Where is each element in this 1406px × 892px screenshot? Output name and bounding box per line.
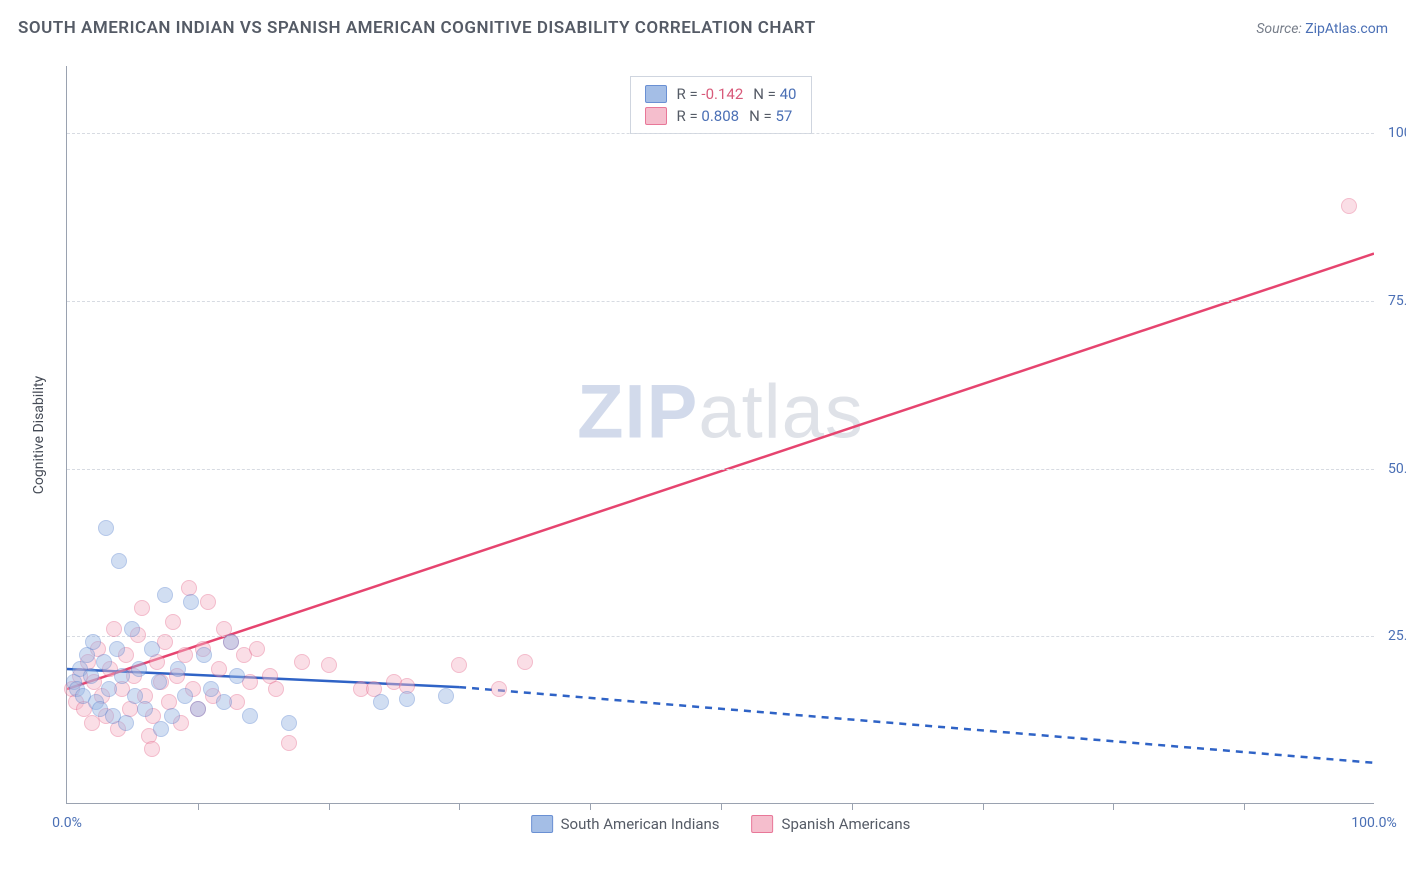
y-tick-label: 75.0% xyxy=(1388,293,1406,309)
scatter-point-pink xyxy=(200,594,216,610)
legend-bottom: South American Indians Spanish Americans xyxy=(531,815,911,833)
legend-item-pink: Spanish Americans xyxy=(752,815,911,833)
swatch-pink-icon xyxy=(752,815,774,833)
x-tick-mark xyxy=(1113,803,1114,810)
scatter-point-blue xyxy=(190,701,206,717)
scatter-point-pink xyxy=(451,657,467,673)
scatter-point-pink xyxy=(249,641,265,657)
y-axis-label: Cognitive Disability xyxy=(31,375,47,493)
gridline-h xyxy=(67,469,1374,470)
scatter-point-blue xyxy=(96,654,112,670)
source-value: ZipAtlas.com xyxy=(1305,21,1388,37)
scatter-point-blue xyxy=(109,641,125,657)
y-tick-label: 50.0% xyxy=(1388,461,1406,477)
swatch-pink-icon xyxy=(645,107,667,125)
legend-stats-box: R = -0.142 N = 40 R = 0.808 N = 57 xyxy=(630,76,812,134)
source-attribution: Source: ZipAtlas.com xyxy=(1256,21,1388,37)
scatter-point-blue xyxy=(131,661,147,677)
scatter-point-blue xyxy=(144,641,160,657)
watermark-zip: ZIP xyxy=(577,370,698,455)
regression-line-dashed xyxy=(459,687,1374,763)
scatter-point-blue xyxy=(281,715,297,731)
scatter-point-blue xyxy=(229,668,245,684)
scatter-point-blue xyxy=(177,688,193,704)
scatter-point-blue xyxy=(111,553,127,569)
scatter-point-blue xyxy=(101,681,117,697)
scatter-point-blue xyxy=(438,688,454,704)
r-label: R = 0.808 xyxy=(677,107,740,125)
scatter-point-blue xyxy=(216,694,232,710)
scatter-point-blue xyxy=(118,715,134,731)
scatter-point-pink xyxy=(491,681,507,697)
legend-stats-row-blue: R = -0.142 N = 40 xyxy=(645,83,797,105)
scatter-point-pink xyxy=(165,614,181,630)
swatch-blue-icon xyxy=(531,815,553,833)
watermark: ZIPatlas xyxy=(577,369,864,456)
n-label: N = 57 xyxy=(749,107,792,125)
scatter-point-pink xyxy=(281,735,297,751)
x-tick-mark xyxy=(983,803,984,810)
scatter-point-blue xyxy=(242,708,258,724)
scatter-point-pink xyxy=(321,657,337,673)
gridline-h xyxy=(67,133,1374,134)
scatter-point-blue xyxy=(114,668,130,684)
x-axis-min-label: 0.0% xyxy=(52,815,82,831)
n-label: N = 40 xyxy=(753,85,796,103)
legend-stats-row-pink: R = 0.808 N = 57 xyxy=(645,105,797,127)
y-tick-label: 25.0% xyxy=(1388,628,1406,644)
y-tick-label: 100.0% xyxy=(1388,125,1406,141)
gridline-h xyxy=(67,301,1374,302)
scatter-point-blue xyxy=(98,520,114,536)
scatter-point-pink xyxy=(517,654,533,670)
legend-item-blue: South American Indians xyxy=(531,815,720,833)
scatter-point-pink xyxy=(106,621,122,637)
scatter-point-pink xyxy=(144,741,160,757)
scatter-point-blue xyxy=(137,701,153,717)
x-axis-max-label: 100.0% xyxy=(1351,815,1396,831)
scatter-point-blue xyxy=(164,708,180,724)
scatter-point-blue xyxy=(399,691,415,707)
scatter-point-pink xyxy=(211,661,227,677)
scatter-point-blue xyxy=(203,681,219,697)
x-tick-mark xyxy=(329,803,330,810)
regression-line xyxy=(67,254,1374,690)
scatter-point-blue xyxy=(83,668,99,684)
scatter-point-blue xyxy=(85,634,101,650)
x-tick-mark xyxy=(459,803,460,810)
x-tick-mark xyxy=(1244,803,1245,810)
x-tick-mark xyxy=(198,803,199,810)
scatter-point-blue xyxy=(151,674,167,690)
legend-label-pink: Spanish Americans xyxy=(782,815,911,833)
scatter-point-pink xyxy=(1341,198,1357,214)
scatter-point-blue xyxy=(153,721,169,737)
scatter-point-blue xyxy=(183,594,199,610)
scatter-point-pink xyxy=(268,681,284,697)
source-label: Source: xyxy=(1256,21,1305,37)
scatter-point-blue xyxy=(124,621,140,637)
plot-area: ZIPatlas Cognitive Disability R = -0.142… xyxy=(66,66,1374,804)
header: SOUTH AMERICAN INDIAN VS SPANISH AMERICA… xyxy=(18,18,1388,38)
chart-container: ZIPatlas Cognitive Disability R = -0.142… xyxy=(48,56,1390,836)
swatch-blue-icon xyxy=(645,85,667,103)
scatter-point-blue xyxy=(157,587,173,603)
scatter-point-blue xyxy=(373,694,389,710)
scatter-point-pink xyxy=(134,600,150,616)
x-tick-mark xyxy=(852,803,853,810)
gridline-h xyxy=(67,636,1374,637)
watermark-atlas: atlas xyxy=(698,370,864,455)
x-tick-mark xyxy=(721,803,722,810)
r-label: R = -0.142 xyxy=(677,85,744,103)
x-tick-mark xyxy=(590,803,591,810)
scatter-point-blue xyxy=(196,647,212,663)
scatter-point-pink xyxy=(294,654,310,670)
scatter-point-blue xyxy=(170,661,186,677)
scatter-point-blue xyxy=(223,634,239,650)
legend-label-blue: South American Indians xyxy=(561,815,720,833)
chart-title: SOUTH AMERICAN INDIAN VS SPANISH AMERICA… xyxy=(18,18,816,38)
